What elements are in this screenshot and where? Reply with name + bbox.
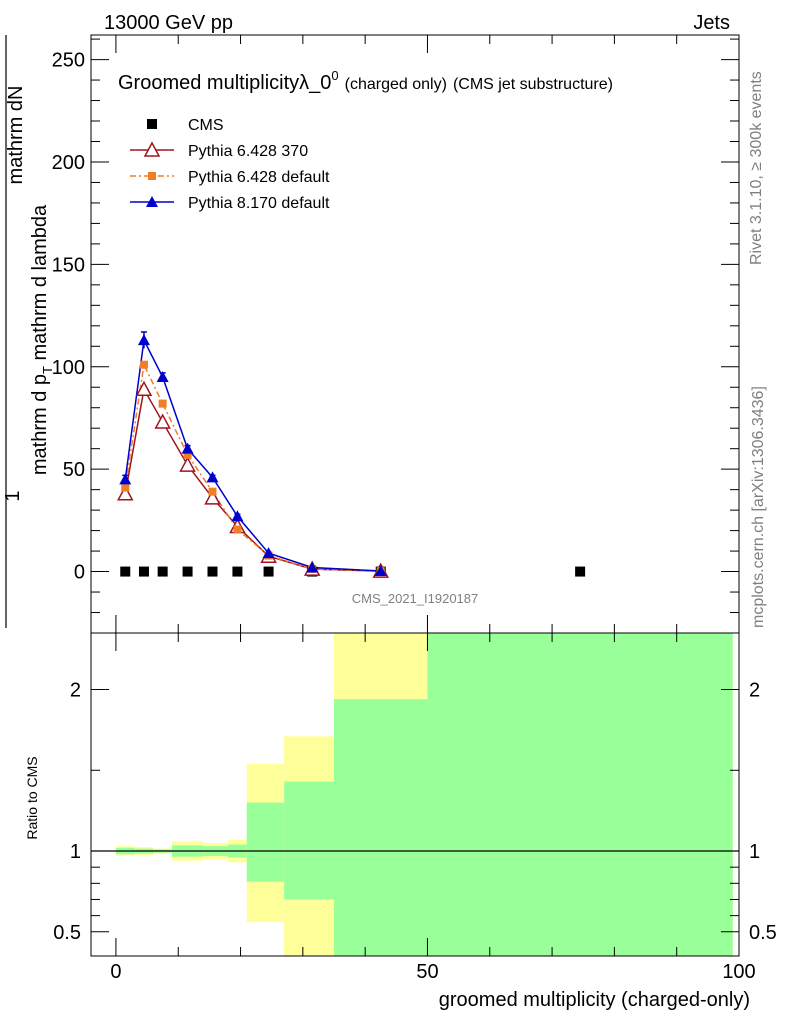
plot-title-sup: 0 [331,68,338,83]
py6-370-point [117,485,134,501]
ratio-y-tick-label: 2 [70,680,81,702]
py6-default-point [233,525,242,534]
cms-data-point [120,566,131,577]
ratio-inner-band-7 [284,781,334,900]
x-tick-label: 100 [722,961,755,983]
ratio-y-tick-label: 0.5 [53,922,81,944]
ratio-y-tick-label-right: 2 [749,680,760,702]
ratio-inner-band-9 [427,633,733,956]
py8-point [306,561,319,573]
py6-default-point [183,450,192,459]
py8-point [119,473,132,485]
cms-data-point [182,566,193,577]
main-y-tick-label: 250 [52,50,85,72]
ratio-y-tick-label-right: 0.5 [749,922,777,944]
cms-data-point [207,566,218,577]
y-label-one: 1 [2,490,24,501]
ratio-y-axis-label: Ratio to CMS [24,756,40,839]
legend-cms-marker [147,119,157,129]
cms-data-point [575,566,586,577]
py6-default-point [139,360,148,369]
py6-default-point [208,487,217,496]
ratio-axis-ticks: 0.5 0.5 1 1 2 2 0 50 100 [53,633,777,983]
py6-370-point [179,456,196,472]
x-tick-label: 50 [416,961,438,983]
py6-370-point [154,413,171,429]
py6-370-point [135,380,153,397]
legend-py8-marker [146,196,158,207]
main-y-tick-label: 0 [74,562,85,584]
plot-title-small: (charged only) [345,76,447,93]
py6-default-point [158,399,167,408]
legend: CMS Pythia 6.428 370 Pythia 6.428 defaul… [130,117,330,212]
py8-point [262,547,275,559]
x-tick-label: 0 [110,961,121,983]
main-series [117,331,586,578]
y-label-numerator-top: mathrm dN [5,86,27,185]
legend-py6-default-marker [148,172,156,180]
series-line-2 [124,362,381,572]
py8-point [156,371,169,383]
x-axis-label: groomed multiplicity (charged-only) [439,989,750,1011]
py6-default-point [121,483,130,492]
main-y-tick-label: 100 [52,357,85,379]
ratio-plot-frame [90,632,740,957]
py8-point [206,471,219,483]
mcplots-label: mcplots.cern.ch [arXiv:1306.3436] [750,386,767,628]
analysis-watermark: CMS_2021_I1920187 [352,591,479,606]
plot-title: Groomed multiplicityλ_00 (charged only) (C… [118,68,613,94]
y-label-num-sub: T [40,366,55,374]
ratio-bands [91,633,739,956]
y-label-numerator-rest: mathrm d pT mathrm d lambda [29,204,55,475]
py8-point [231,510,244,522]
rivet-label: Rivet 3.1.10, ≥ 300k events [748,71,765,265]
legend-cms-label: CMS [188,117,224,134]
ratio-inner-band-8 [334,699,428,956]
py8-point [181,442,194,454]
cms-data-point [263,566,274,577]
py6-370-point [204,489,221,505]
plot-title-tail: (CMS jet substructure) [453,76,613,93]
category-label: Jets [693,12,730,34]
y-label-num-suffix: mathrm d lambda [29,204,51,366]
energy-label: 13000 GeV pp [104,12,233,34]
ratio-inner-band-6 [246,802,285,882]
py8-point [137,334,150,346]
plot-title-main: Groomed multiplicityλ_0 [118,72,331,94]
cms-data-point [138,566,149,577]
main-y-axis-label: 1 mathrm dN mathrm d pT mathrm d lambda [2,35,55,628]
main-y-tick-label: 150 [52,254,85,276]
main-y-tick-label: 200 [52,152,85,174]
py8-point [374,564,387,576]
ratio-y-tick-label-right: 1 [749,841,760,863]
y-label-num-prefix: mathrm d p [29,374,51,475]
legend-py6-default-label: Pythia 6.428 default [188,169,330,186]
legend-py6-370-marker [143,141,161,157]
main-y-tick-label: 50 [63,459,85,481]
cms-data-point [232,566,243,577]
ratio-y-tick-label: 1 [70,841,81,863]
legend-py6-370-label: Pythia 6.428 370 [188,143,308,160]
cms-data-point [157,566,168,577]
legend-py8-label: Pythia 8.170 default [188,195,330,212]
main-axis-ticks: 0 50 100 150 200 250 [52,35,740,633]
